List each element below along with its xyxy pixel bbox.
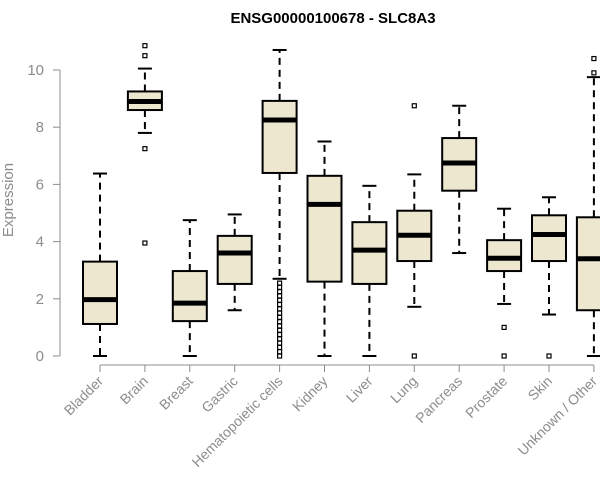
box-group (82, 172, 118, 357)
box-group (261, 48, 298, 359)
x-tick-label: Lung (387, 373, 420, 406)
outlier-point (277, 306, 283, 312)
x-tick-label: Liver (343, 373, 376, 406)
iqr-box (216, 234, 253, 285)
outlier-point (277, 336, 283, 342)
iqr-box (531, 214, 567, 263)
iqr-box (486, 239, 523, 273)
outlier-point (142, 53, 148, 59)
box-group (351, 184, 388, 357)
iqr-box (351, 221, 388, 285)
box-group (441, 104, 478, 255)
box-group (171, 219, 208, 357)
box-group (216, 213, 253, 312)
outlier-point (277, 349, 283, 355)
outlier-point (411, 353, 417, 359)
outlier-point (277, 310, 283, 316)
outlier-point (142, 146, 148, 152)
box-series (82, 43, 600, 359)
outlier-point (142, 240, 148, 246)
chart-title: ENSG00000100678 - SLC8A3 (230, 10, 435, 27)
box-group (396, 103, 433, 359)
outlier-point (411, 103, 417, 109)
y-tick-label: 0 (36, 348, 44, 365)
y-tick-label: 4 (36, 234, 44, 251)
outlier-point (277, 280, 283, 286)
iqr-box (171, 270, 208, 323)
y-tick-label: 10 (27, 62, 44, 79)
iqr-box (82, 260, 118, 325)
y-axis: 0 2 4 6 8 10 (27, 62, 61, 365)
outlier-point (277, 353, 283, 359)
y-tick-label: 2 (36, 291, 44, 308)
box-group (531, 196, 567, 359)
box-group (306, 140, 343, 357)
iqr-box (261, 99, 298, 174)
outlier-point (501, 353, 507, 359)
x-tick-label: Unknown / Other (514, 373, 600, 459)
outlier-point (277, 297, 283, 303)
outlier-point (277, 289, 283, 295)
x-tick-label: Prostate (462, 373, 510, 421)
x-tick-label: Breast (156, 373, 196, 413)
x-tick-label: Pancreas (412, 373, 465, 426)
outlier-point (277, 314, 283, 320)
outlier-point (277, 344, 283, 351)
x-tick-label: Gastric (198, 373, 241, 416)
box-group (575, 55, 600, 357)
y-tick-label: 6 (36, 176, 44, 193)
outlier-point (277, 301, 283, 308)
x-tick-label: Bladder (61, 373, 107, 419)
outlier-point (277, 319, 283, 325)
x-tick-label: Skin (525, 373, 556, 404)
outlier-point (501, 324, 507, 330)
y-axis-label: Expression (0, 163, 17, 237)
iqr-box (575, 216, 600, 312)
outlier-point (591, 55, 597, 62)
outlier-point (277, 331, 283, 338)
outlier-point (277, 284, 283, 290)
iqr-box (306, 174, 343, 283)
box-group (126, 43, 163, 246)
outlier-point (277, 293, 283, 299)
x-tick-label: Brain (117, 373, 151, 407)
y-tick-label: 8 (36, 119, 44, 136)
box-group (486, 207, 523, 359)
x-tick-label: Kidney (289, 373, 331, 415)
outlier-point (591, 70, 597, 76)
outlier-point (277, 327, 283, 333)
outlier-point (546, 353, 552, 359)
outlier-point (277, 340, 283, 346)
outlier-point (142, 43, 148, 49)
outlier-point (277, 323, 283, 329)
